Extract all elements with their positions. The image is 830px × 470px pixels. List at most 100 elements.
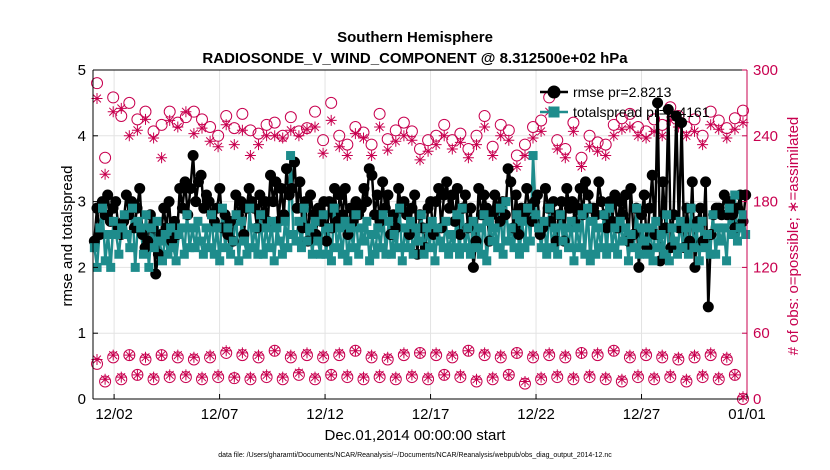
obs-possible-marker	[155, 118, 168, 131]
obs-assimilated-marker	[228, 139, 240, 151]
obs-assimilated-marker	[519, 376, 531, 387]
totalspread-point	[362, 216, 372, 226]
totalspread-point	[474, 223, 484, 233]
rmse-point	[243, 182, 255, 194]
rmse-point	[430, 196, 442, 208]
obs-assimilated-marker	[527, 349, 539, 361]
obs-assimilated-marker	[664, 114, 676, 126]
obs-assimilated-marker	[672, 351, 684, 363]
obs-assimilated-marker	[390, 371, 402, 383]
obs-assimilated-marker	[366, 349, 378, 361]
totalspread-point	[430, 256, 440, 266]
totalspread-point	[506, 223, 516, 233]
obs-assimilated-marker	[180, 369, 192, 381]
totalspread-point	[103, 230, 113, 239]
rmse-point	[465, 202, 477, 214]
totalspread-point	[656, 230, 666, 239]
obs-assimilated-marker	[600, 371, 612, 383]
obs-assimilated-marker	[156, 349, 168, 361]
totalspread-point	[629, 243, 639, 253]
obs-possible-marker	[107, 91, 120, 104]
rmse-point	[275, 182, 287, 194]
obs-assimilated-marker	[721, 351, 733, 363]
totalspread-point	[280, 216, 290, 226]
x-tick-label: 01/01	[728, 406, 766, 423]
obs-assimilated-marker	[196, 371, 208, 383]
totalspread-point	[286, 151, 296, 161]
obs-assimilated-marker	[293, 130, 305, 142]
x-tick-label: 12/07	[201, 406, 239, 423]
obs-assimilated-marker	[382, 351, 394, 363]
obs-assimilated-marker	[172, 349, 184, 361]
totalspread-point	[724, 203, 734, 213]
obs-assimilated-marker	[333, 141, 345, 153]
totalspread-point	[138, 249, 148, 259]
totalspread-point	[419, 249, 429, 259]
totalspread-point	[416, 210, 426, 220]
totalspread-point	[237, 216, 247, 226]
totalspread-point	[190, 243, 200, 253]
totalspread-point	[144, 262, 154, 272]
totalspread-point	[487, 236, 497, 246]
totalspread-point	[321, 249, 331, 259]
totalspread-point	[463, 223, 473, 233]
totalspread-point	[457, 203, 467, 213]
totalspread-point	[623, 256, 633, 266]
totalspread-point	[168, 243, 178, 253]
rmse-point	[358, 182, 370, 194]
totalspread-point	[389, 230, 399, 239]
totalspread-point	[493, 243, 503, 253]
totalspread-point	[730, 190, 740, 200]
totalspread-point	[588, 216, 598, 226]
rmse-point	[580, 176, 592, 188]
totalspread-point	[272, 223, 282, 233]
totalspread-point	[673, 249, 683, 259]
totalspread-point	[367, 230, 377, 239]
x-tick-label: 12/27	[623, 406, 661, 423]
totalspread-point	[234, 256, 244, 266]
obs-possible-marker	[309, 105, 322, 118]
totalspread-point	[449, 243, 459, 253]
totalspread-point	[111, 230, 121, 239]
obs-assimilated-marker	[349, 128, 361, 140]
rmse-point	[662, 103, 674, 115]
totalspread-point	[643, 249, 653, 259]
obs-assimilated-marker	[697, 139, 709, 151]
totalspread-point	[384, 216, 394, 226]
rmse-point	[305, 189, 317, 201]
rmse-point	[625, 182, 637, 194]
totalspread-point	[626, 230, 636, 239]
rmse-point	[467, 261, 479, 273]
obs-possible-marker	[317, 134, 330, 147]
totalspread-point	[683, 249, 693, 259]
rmse-point	[187, 150, 199, 162]
totalspread-point	[716, 236, 726, 246]
obs-assimilated-marker	[422, 371, 434, 383]
obs-assimilated-marker	[608, 345, 620, 357]
totalspread-point	[531, 210, 541, 220]
totalspread-point	[386, 249, 396, 259]
rmse-point	[638, 189, 650, 201]
obs-assimilated-marker	[543, 347, 555, 359]
obs-assimilated-marker	[713, 123, 725, 135]
rmse-point	[652, 97, 664, 109]
obs-assimilated-marker	[99, 373, 111, 385]
totalspread-point	[468, 216, 478, 226]
totalspread-point	[266, 216, 276, 226]
y-tick-label: 2	[78, 259, 86, 276]
obs-assimilated-marker	[624, 349, 636, 361]
totalspread-point	[245, 203, 255, 213]
obs-assimilated-marker	[244, 150, 256, 161]
obs-assimilated-marker	[495, 130, 507, 142]
rmse-point	[582, 189, 594, 201]
obs-assimilated-marker	[156, 152, 168, 164]
totalspread-point	[136, 223, 146, 233]
obs-assimilated-marker	[325, 369, 337, 381]
obs-possible-marker	[688, 113, 701, 126]
totalspread-point	[351, 210, 361, 220]
totalspread-point	[269, 256, 279, 266]
totalspread-point	[534, 223, 544, 233]
totalspread-point	[523, 203, 533, 213]
rmse-point	[321, 235, 333, 247]
obs-assimilated-marker	[511, 161, 523, 172]
